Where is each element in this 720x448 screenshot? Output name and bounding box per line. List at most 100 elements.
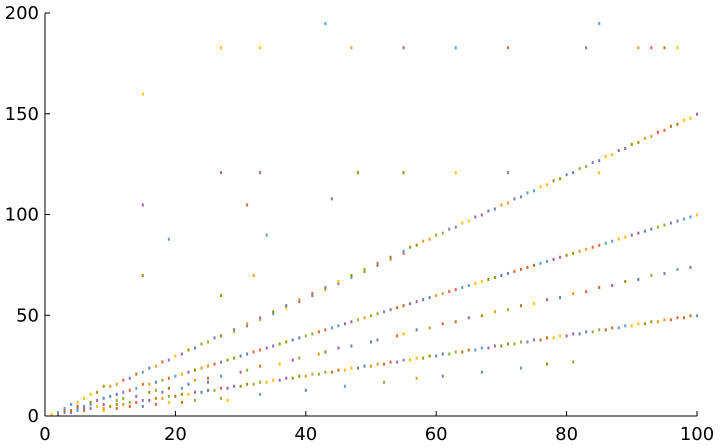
data-point: [337, 282, 340, 286]
data-point: [409, 245, 412, 249]
data-point: [122, 402, 125, 406]
data-point: [533, 263, 535, 267]
data-point: [650, 273, 653, 277]
data-point: [76, 406, 79, 410]
data-point: [422, 356, 425, 360]
data-point: [350, 366, 353, 370]
y-tick-label: 50: [16, 305, 39, 326]
data-point: [109, 404, 112, 408]
data-point: [89, 402, 92, 406]
data-point: [356, 366, 359, 370]
data-point: [676, 267, 679, 271]
data-point: [76, 400, 79, 404]
data-point: [474, 215, 477, 219]
data-point: [135, 400, 138, 404]
data-point: [637, 277, 640, 281]
data-point: [154, 380, 157, 384]
data-point: [135, 394, 138, 398]
data-point: [200, 366, 203, 370]
data-point: [467, 284, 470, 288]
data-point: [487, 209, 490, 213]
data-point: [441, 322, 444, 326]
data-point: [350, 46, 353, 50]
data-point: [415, 243, 418, 247]
data-point: [441, 374, 444, 378]
data-point: [493, 310, 496, 314]
data-point: [663, 46, 666, 50]
data-point: [291, 358, 294, 362]
data-point: [200, 390, 203, 394]
data-point: [467, 219, 470, 223]
data-point: [676, 219, 679, 223]
data-point: [676, 122, 679, 126]
data-point: [193, 390, 196, 394]
data-point: [233, 384, 236, 388]
data-point: [480, 346, 483, 350]
data-point: [650, 46, 653, 50]
data-point: [519, 340, 522, 344]
data-point: [246, 322, 249, 326]
data-point: [409, 358, 412, 362]
data-point: [376, 362, 379, 366]
x-tick-label: 100: [680, 424, 714, 445]
data-point: [402, 332, 405, 336]
data-point: [343, 368, 346, 372]
data-point: [396, 334, 399, 338]
data-point: [220, 360, 223, 364]
data-point: [402, 249, 405, 253]
data-point: [363, 269, 366, 273]
data-point: [272, 344, 275, 348]
data-point: [317, 372, 320, 376]
data-point: [324, 328, 327, 332]
data-point: [96, 398, 99, 402]
data-point: [539, 261, 542, 265]
data-point: [89, 406, 92, 410]
data-point: [591, 161, 594, 165]
data-point: [154, 396, 157, 400]
data-point: [454, 320, 457, 324]
data-point: [637, 46, 640, 50]
data-point: [519, 366, 522, 370]
data-point: [174, 394, 177, 398]
data-point: [389, 308, 392, 312]
data-point: [148, 398, 151, 402]
data-point: [265, 380, 268, 384]
data-point: [656, 130, 659, 134]
data-point: [611, 284, 614, 288]
data-point: [272, 310, 275, 314]
data-point: [617, 326, 620, 330]
data-point: [220, 386, 223, 390]
data-point: [226, 398, 229, 402]
data-point: [70, 408, 73, 412]
data-point: [689, 116, 692, 120]
data-point: [220, 374, 223, 378]
data-point: [624, 147, 627, 151]
data-point: [154, 388, 157, 392]
data-point: [526, 191, 529, 195]
data-point: [317, 352, 320, 356]
data-point: [343, 384, 346, 388]
data-point: [89, 392, 92, 396]
data-point: [76, 408, 79, 412]
data-point: [656, 225, 659, 229]
data-point: [311, 292, 314, 296]
data-point: [533, 302, 535, 306]
data-point: [115, 398, 118, 402]
data-point: [682, 118, 685, 122]
data-point: [598, 159, 601, 163]
data-point: [193, 378, 196, 382]
data-point: [370, 314, 372, 318]
data-point: [259, 318, 262, 322]
data-point: [115, 406, 118, 410]
data-point: [311, 332, 314, 336]
data-point: [676, 46, 679, 50]
data-point: [83, 408, 86, 412]
data-point: [298, 374, 301, 378]
data-point: [552, 257, 555, 261]
data-point: [161, 396, 164, 400]
data-point: [578, 249, 581, 253]
data-point: [304, 388, 307, 392]
data-point: [122, 378, 125, 382]
data-point: [226, 358, 229, 362]
data-point: [324, 286, 327, 290]
